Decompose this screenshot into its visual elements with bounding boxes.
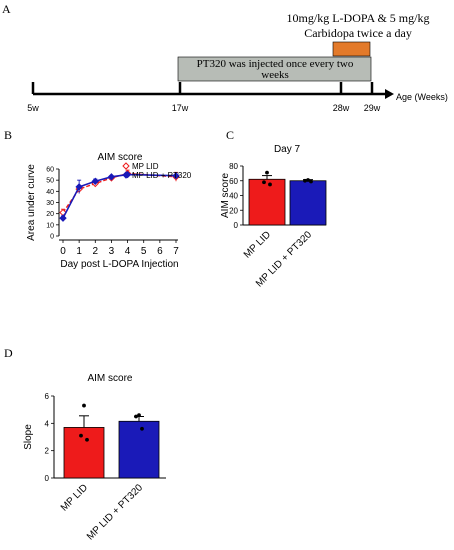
chart-b-y-tick-label: 30 [46,200,54,207]
chartC-y-tick-label: 40 [229,192,238,201]
chartD-y-tick-label: 4 [45,419,50,428]
chart-b-point [107,173,116,181]
chart-b-series-line [62,173,177,219]
panel-d-letter: D [4,346,13,360]
timeline-tick-label: 28w [333,103,350,113]
treatment-label-line2: Carbidopa twice a day [304,26,412,40]
chartD-title: AIM score [87,373,132,384]
timeline-tick-label: 29w [364,103,381,113]
chart-b-title: AIM score [97,152,142,163]
chartD-bar [63,427,105,479]
panel-a-letter: A [2,2,11,16]
chartC-category-label: MP LID [242,229,273,260]
chartD-y-tick-label: 0 [45,474,50,483]
chartC-y-tick-label: 20 [229,206,238,215]
chartC-y-tick-label: 0 [234,221,239,230]
chartC-y-tick-label: 80 [229,162,238,171]
pt320-injection-box [177,56,372,82]
panel-b-letter: B [4,128,12,142]
timeline-tick-label: 17w [172,103,189,113]
chart-b-x-tick-label: 4 [125,246,131,257]
chart-b-legend-label: MP LID + PT320 [132,171,192,180]
chart-b-x-tick-label: 7 [173,246,179,257]
chartD-data-point [137,413,141,418]
chartD-y-label: Slope [23,424,34,450]
chart-b-point [172,171,180,180]
chart-b-legend-marker [122,162,130,170]
treatment-label-line1: 10mg/kg L-DOPA & 5 mg/kg [287,11,430,25]
chartC-data-point [303,178,307,183]
chartD-category-label: MP LID + PT320 [85,482,145,542]
chartC-y-label: AIM score [220,173,231,218]
chart-b-legend-label: MP LID [132,162,159,171]
chartC-data-point [309,179,313,184]
chart-b-y-tick-label: 0 [50,234,54,241]
chart-b-x-tick-label: 0 [60,246,66,257]
chart-b-x-tick-label: 1 [76,246,82,257]
ldopa-treatment-bar [332,41,371,57]
chartD-data-point [79,433,83,438]
chart-b-x-tick-label: 2 [93,246,99,257]
chart-b-point [91,177,99,185]
chart-b-y-label: Area under curve [26,164,37,241]
chart-b-y-tick-label: 40 [46,189,54,196]
panel-c-letter: C [226,128,234,142]
chart-b-x-tick-label: 3 [109,246,115,257]
chart-b-x-label: Day post L-DOPA Injection [60,259,178,270]
chart-b-point [75,183,83,191]
chartD-category-label: MP LID [59,482,90,513]
chartD-bar [118,420,160,479]
chart-b-x-tick-label: 5 [141,246,147,257]
chartD-data-point [85,437,89,442]
pt320-label-line2: weeks [261,69,289,81]
chartC-bar [248,178,286,226]
chart-b-point [59,214,67,222]
chart-b-y-tick-label: 10 [46,222,54,229]
chartC-title: Day 7 [274,144,301,155]
chart-b-y-tick-label: 20 [46,211,54,218]
chartD-data-point [140,426,144,431]
chartD-y-tick-label: 2 [45,447,50,456]
chart-b-y-tick-label: 50 [46,178,54,185]
chartD-data-point [134,414,138,419]
timeline-ticks: 5w 17w 28w 29w [27,82,381,113]
chartC-bar [289,180,327,226]
pt320-label-line1: PT320 was injected once every two [197,58,354,70]
chartD-y-tick-label: 6 [45,392,50,401]
chartC-data-point [262,180,266,185]
chartC-data-point [265,170,269,175]
chart-b-y-tick-label: 60 [46,167,54,174]
timeline-tick-label: 5w [27,103,39,113]
chartC-data-point [306,178,310,182]
chartC-y-tick-label: 60 [229,177,238,186]
timeline-arrow-head [385,89,394,99]
chart-b-legend-marker [122,171,130,179]
timeline-axis-title: Age (Weeks) [396,92,448,102]
chart-b-x-tick-label: 6 [157,246,163,257]
chartC-data-point [268,182,272,187]
chartD-data-point [82,403,86,408]
